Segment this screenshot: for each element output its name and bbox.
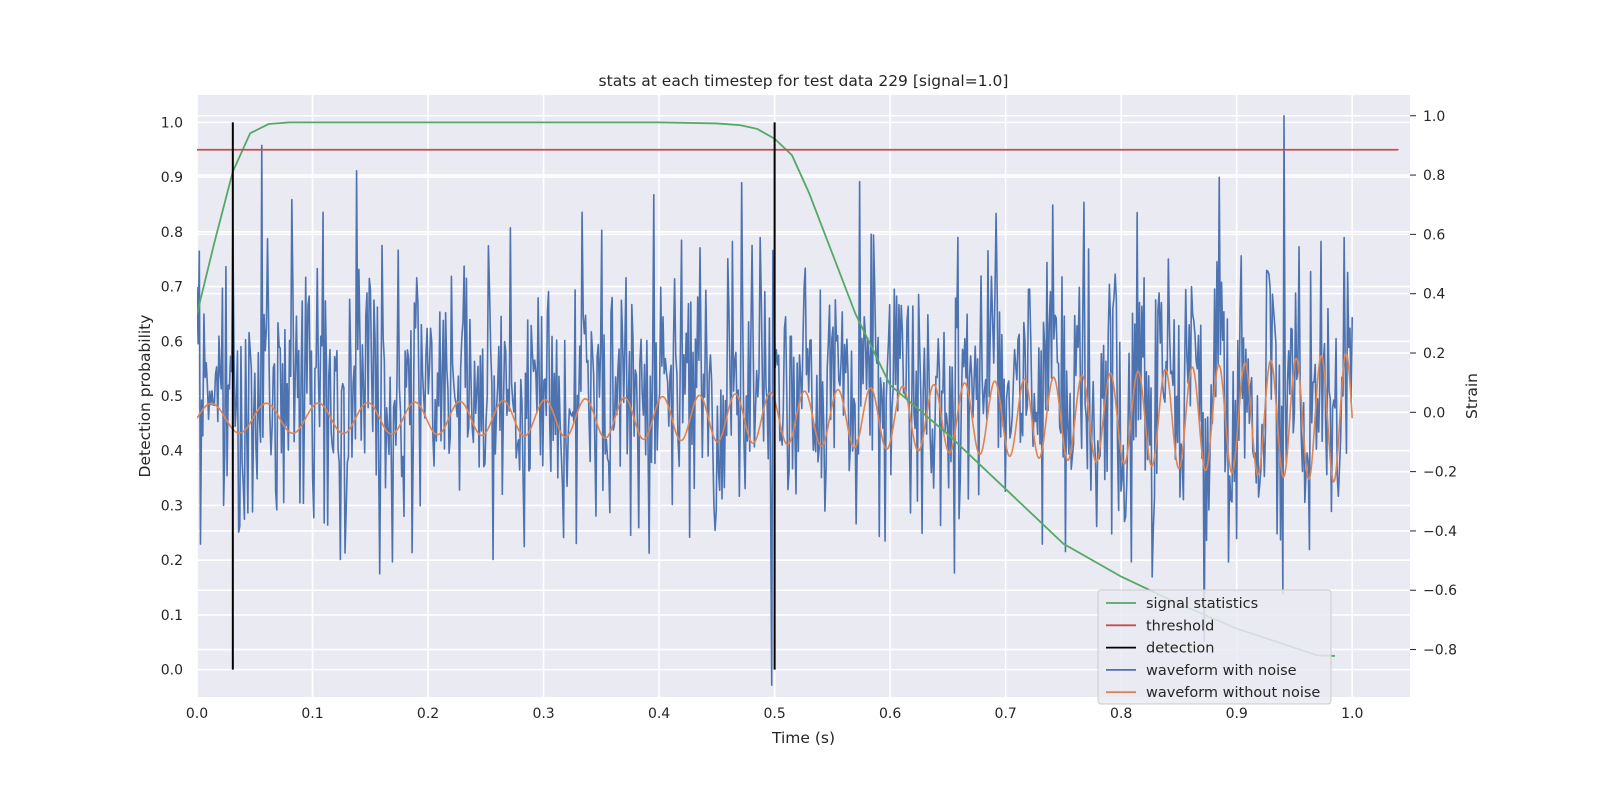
legend-label: signal statistics	[1146, 596, 1258, 612]
y2-tick-label: 0.0	[1423, 405, 1445, 421]
y2-tick-label: 0.2	[1423, 346, 1445, 362]
y2-tick-label: −0.8	[1423, 643, 1457, 659]
x-tick-label: 0.3	[532, 706, 554, 722]
y-tick-label: 0.2	[161, 553, 183, 569]
y2-tick-label: 0.8	[1423, 168, 1445, 184]
chart-title: stats at each timestep for test data 229…	[599, 72, 1009, 90]
y-tick-label: 0.9	[161, 170, 183, 186]
legend-item: threshold	[1106, 618, 1214, 634]
x-tick-label: 0.2	[417, 706, 439, 722]
legend-item: waveform with noise	[1106, 663, 1297, 679]
y-tick-label: 0.7	[161, 280, 183, 296]
y-tick-label: 0.0	[161, 663, 183, 679]
y2-tick-label: −0.4	[1423, 524, 1457, 540]
x-tick-label: 0.6	[879, 706, 901, 722]
y-tick-label: 0.8	[161, 225, 183, 241]
x-tick-label: 0.8	[1110, 706, 1132, 722]
tick-labels: 0.0 0.1 0.2 0.3 0.4 0.5 0.6 0.7 0.8 0.9 1.0 0.0 0.1 0…	[161, 109, 1457, 722]
y2-tick-label: 0.6	[1423, 227, 1445, 243]
legend-item: waveform without noise	[1106, 685, 1320, 701]
y2-tick-label: −0.2	[1423, 465, 1457, 481]
x-tick-label: 0.7	[995, 706, 1017, 722]
x-axis-label: Time (s)	[771, 729, 835, 747]
legend-label: detection	[1146, 641, 1214, 657]
y2-tick-label: −0.6	[1423, 583, 1457, 599]
legend-label: threshold	[1146, 618, 1214, 634]
y2-axis-label: Strain	[1463, 373, 1481, 419]
legend-item: signal statistics	[1106, 596, 1258, 612]
y-tick-label: 0.6	[161, 334, 183, 350]
y-tick-label: 0.4	[161, 444, 183, 460]
y2-tick-label: 0.4	[1423, 287, 1445, 303]
legend-item: detection	[1106, 641, 1214, 657]
x-tick-label: 1.0	[1341, 706, 1363, 722]
legend-label: waveform without noise	[1146, 685, 1320, 701]
legend: signal statistics threshold detection wavef…	[1097, 589, 1332, 705]
y-tick-label: 0.5	[161, 389, 183, 405]
legend-label: waveform with noise	[1146, 663, 1297, 679]
y-tick-label: 1.0	[161, 115, 183, 131]
y2-tick-label: 1.0	[1423, 109, 1445, 125]
x-tick-label: 0.9	[1226, 706, 1248, 722]
legend-box	[1097, 589, 1332, 705]
x-tick-label: 0.5	[763, 706, 785, 722]
y-tick-label: 0.1	[161, 608, 183, 624]
y-axis-label: Detection probability	[136, 315, 154, 478]
x-tick-label: 0.0	[186, 706, 208, 722]
x-tick-label: 0.4	[648, 706, 670, 722]
y-tick-label: 0.3	[161, 498, 183, 514]
x-tick-label: 0.1	[301, 706, 323, 722]
